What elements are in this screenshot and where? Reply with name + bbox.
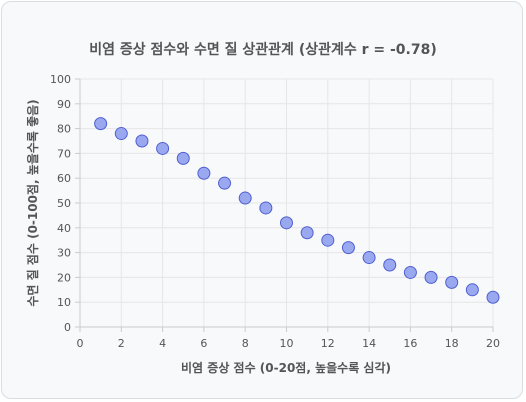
x-tick-label: 16 — [403, 337, 417, 350]
data-point — [259, 201, 273, 215]
x-tick-label: 14 — [362, 337, 376, 350]
data-point — [114, 127, 128, 141]
data-point — [135, 134, 149, 148]
x-axis-label: 비염 증상 점수 (0-20점, 높을수록 심각) — [181, 360, 391, 375]
data-point — [362, 251, 376, 265]
data-point — [94, 117, 108, 131]
x-tick-label: 8 — [242, 337, 249, 350]
data-point — [486, 290, 500, 304]
x-tick-labels: 0 2 4 6 8 10 12 14 16 18 20 — [77, 337, 501, 350]
x-tick-label: 0 — [77, 337, 84, 350]
y-tick-label: 70 — [57, 147, 71, 160]
data-point — [383, 258, 397, 272]
axes — [75, 78, 494, 332]
y-tick-labels: 0 10 20 30 40 50 60 70 80 90 100 — [50, 73, 71, 334]
data-point — [424, 270, 438, 284]
y-tick-label: 100 — [50, 73, 71, 86]
x-tick-label: 4 — [159, 337, 166, 350]
data-point — [156, 141, 170, 155]
y-tick-label: 10 — [57, 296, 71, 309]
x-tick-label: 6 — [200, 337, 207, 350]
data-point — [403, 265, 417, 279]
data-point — [218, 176, 232, 190]
y-axis-label: 수면 질 점수 (0-100점, 높을수록 좋음) — [25, 99, 40, 306]
x-tick-label: 18 — [445, 337, 459, 350]
data-point — [445, 275, 459, 289]
x-tick-label: 10 — [280, 337, 294, 350]
data-point — [197, 166, 211, 180]
chart-title: 비염 증상 점수와 수면 질 상관관계 (상관계수 r = -0.78) — [89, 41, 437, 58]
data-point — [465, 283, 479, 297]
y-tick-label: 40 — [57, 222, 71, 235]
y-tick-label: 60 — [57, 172, 71, 185]
data-point — [238, 191, 252, 205]
y-tick-label: 30 — [57, 247, 71, 260]
y-tick-label: 50 — [57, 197, 71, 210]
data-points — [94, 117, 500, 304]
y-tick-label: 90 — [57, 98, 71, 111]
data-point — [321, 233, 335, 247]
data-point — [300, 226, 314, 240]
y-tick-label: 0 — [64, 321, 71, 334]
y-tick-label: 80 — [57, 123, 71, 136]
x-tick-label: 12 — [321, 337, 335, 350]
y-tick-label: 20 — [57, 271, 71, 284]
x-tick-label: 20 — [486, 337, 500, 350]
data-point — [280, 216, 293, 230]
grid-lines — [79, 78, 494, 328]
data-point — [341, 241, 355, 255]
x-tick-label: 2 — [118, 337, 125, 350]
data-point — [176, 151, 190, 165]
